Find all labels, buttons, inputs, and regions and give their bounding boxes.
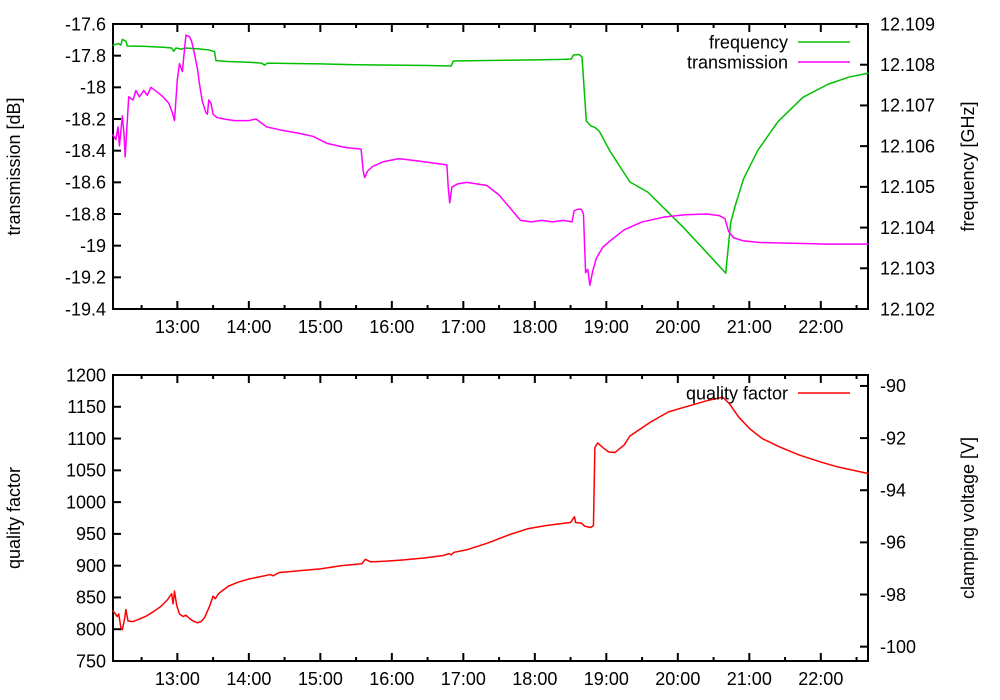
x-tick-label: 18:00 (512, 669, 557, 689)
y-tick-label: -18.2 (65, 109, 106, 129)
x-tick-label: 19:00 (584, 317, 629, 337)
y2-axis-title: frequency [GHz] (958, 101, 978, 231)
legend-entry-transmission: transmission (687, 52, 850, 72)
y-tick-label: 1100 (67, 429, 106, 449)
y-tick-label: -17.8 (65, 46, 106, 66)
legend-label: quality factor (686, 383, 788, 403)
y2-tick-label: 12.102 (880, 299, 935, 319)
y2-tick-label: -92 (880, 428, 906, 448)
x-tick-label: 15:00 (298, 669, 343, 689)
y-tick-label: 950 (76, 524, 106, 544)
y2-tick-label: 12.108 (880, 55, 935, 75)
x-tick-label: 14:00 (226, 669, 271, 689)
x-tick-label: 17:00 (441, 669, 486, 689)
y2-axis-title: clamping voltage [V] (958, 437, 978, 599)
y-tick-label: -18.4 (65, 141, 106, 161)
y-tick-label: -19.2 (65, 268, 106, 288)
y-axis-title: quality factor (4, 467, 24, 569)
y-tick-label: 1200 (66, 365, 106, 385)
x-tick-label: 21:00 (727, 669, 772, 689)
x-tick-label: 17:00 (441, 317, 486, 337)
x-tick-label: 13:00 (155, 669, 200, 689)
series-quality-factor-line (112, 396, 869, 631)
y-tick-label: 850 (76, 588, 106, 608)
y-tick-label: 750 (76, 651, 106, 671)
y2-tick-label: -90 (880, 376, 906, 396)
x-tick-label: 16:00 (369, 669, 414, 689)
legend-entry-quality-factor: quality factor (686, 383, 850, 403)
legend-label: transmission (687, 52, 788, 72)
legend-label: frequency (709, 32, 788, 52)
y-tick-label: -19.4 (65, 299, 106, 319)
y2-tick-label: -98 (880, 585, 906, 605)
panel-top: 13:00 14:00 15:00 16:00 17:00 18:00 19:00 20:00… (4, 14, 978, 337)
y2-tick-label: -96 (880, 533, 906, 553)
x-tick-label: 21:00 (727, 317, 772, 337)
y-tick-label: 1050 (66, 461, 106, 481)
y2-tick-label: 12.105 (880, 177, 935, 197)
series-transmission-line (112, 34, 869, 286)
plot-border (112, 374, 869, 662)
y-axis-title: transmission [dB] (4, 97, 24, 235)
y2-tick-label: 12.106 (880, 136, 935, 156)
x-tick-label: 14:00 (226, 317, 271, 337)
plot-border (112, 23, 869, 310)
x-tick-label: 16:00 (369, 317, 414, 337)
panel-bottom: 13:00 14:00 15:00 16:00 17:00 18:00 19:00 20:00… (4, 365, 978, 689)
x-tick-label: 19:00 (584, 669, 629, 689)
y2-tick-label: 12.107 (880, 96, 935, 116)
x-tick-label: 15:00 (298, 317, 343, 337)
x-tick-label: 22:00 (798, 669, 843, 689)
y-tick-label: 1000 (66, 492, 106, 512)
y-tick-label: 1150 (67, 397, 106, 417)
x-tick-label: 20:00 (655, 317, 700, 337)
y2-tick-label: 12.109 (880, 14, 935, 34)
y2-tick-label: -94 (880, 481, 906, 501)
y-tick-label: 800 (76, 620, 106, 640)
y2-tick-label: 12.103 (880, 259, 935, 279)
x-tick-label: 22:00 (798, 317, 843, 337)
series-frequency-line (112, 38, 869, 274)
y-tick-label: -17.6 (65, 14, 106, 34)
y2-tick-label: 12.104 (880, 218, 935, 238)
y-tick-label: 900 (76, 556, 106, 576)
y-tick-label: -19 (80, 236, 106, 256)
y-tick-label: -18 (80, 78, 106, 98)
x-tick-label: 13:00 (155, 317, 200, 337)
x-tick-label: 18:00 (512, 317, 557, 337)
y-tick-label: -18.6 (65, 173, 106, 193)
y-tick-label: -18.8 (65, 204, 106, 224)
y2-tick-label: -100 (880, 637, 916, 657)
legend-entry-frequency: frequency (709, 32, 850, 52)
x-tick-label: 20:00 (655, 669, 700, 689)
